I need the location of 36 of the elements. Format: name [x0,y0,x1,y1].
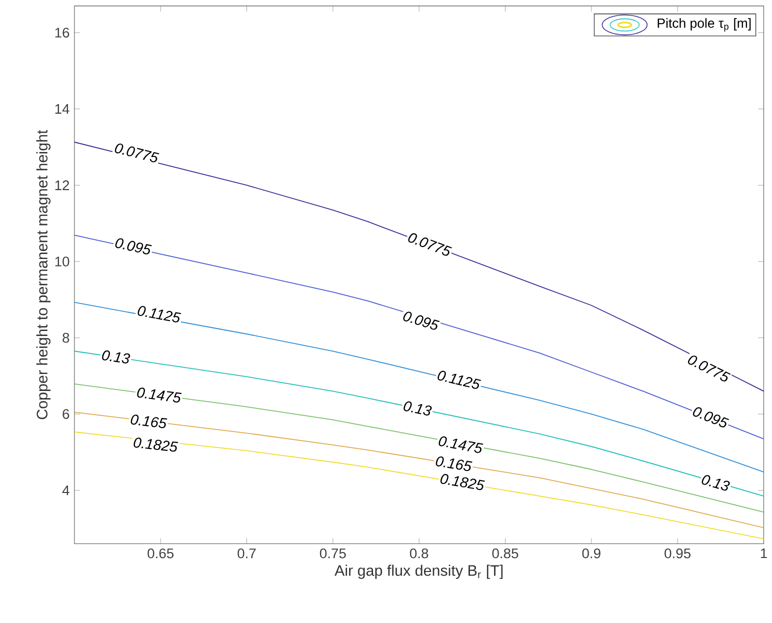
x-tick-label: 0.65 [148,548,174,558]
y-tick-label: 16 [55,28,70,38]
annotation: 0.0775 [408,233,452,256]
x-tick-label: 0.7 [238,548,256,558]
x-tick-label: 0.85 [492,548,518,558]
annotation: 0.095 [692,407,730,428]
annotation: 0.095 [403,312,440,330]
annotation: 0.1475 [438,436,484,453]
annotation: 0.1475 [137,388,182,402]
annotation: 0.095 [115,238,152,254]
x-tick-label: 0.75 [320,548,346,558]
annotation: 0.13 [702,475,730,491]
annotation: 0.1125 [138,306,182,322]
annotation: 0.13 [404,401,432,416]
y-tick-label: 6 [62,409,70,419]
y-tick-label: 8 [62,332,70,343]
y-axis-title: Copper height to permanent magnet height [36,130,50,420]
x-tick-label: 0.95 [664,548,690,558]
x-tick-label: 0.8 [410,548,428,558]
annotation: 0.0775 [114,143,160,162]
line-series [74,302,764,472]
annotation: 0.1825 [134,438,178,452]
legend-title: Pitch pole τ$_{p}$ [m] [658,18,751,32]
annotation: 0.1825 [440,474,485,490]
annotation: 0.13 [102,350,130,364]
x-tick-label: 0.9 [582,548,600,558]
y-tick-label: 10 [55,256,70,266]
y-tick-label: 12 [55,180,70,190]
annotation: 0.165 [130,414,168,428]
x-tick-label: 1 [760,548,767,558]
y-tick-label: 14 [55,104,70,114]
x-axis-title: Air gap flux density B$_{r}$ [T] [334,564,503,579]
line-series [74,431,764,540]
annotation: 0.165 [436,456,472,471]
y-tick-label: 4 [62,486,70,496]
annotation: 0.1125 [438,370,482,389]
